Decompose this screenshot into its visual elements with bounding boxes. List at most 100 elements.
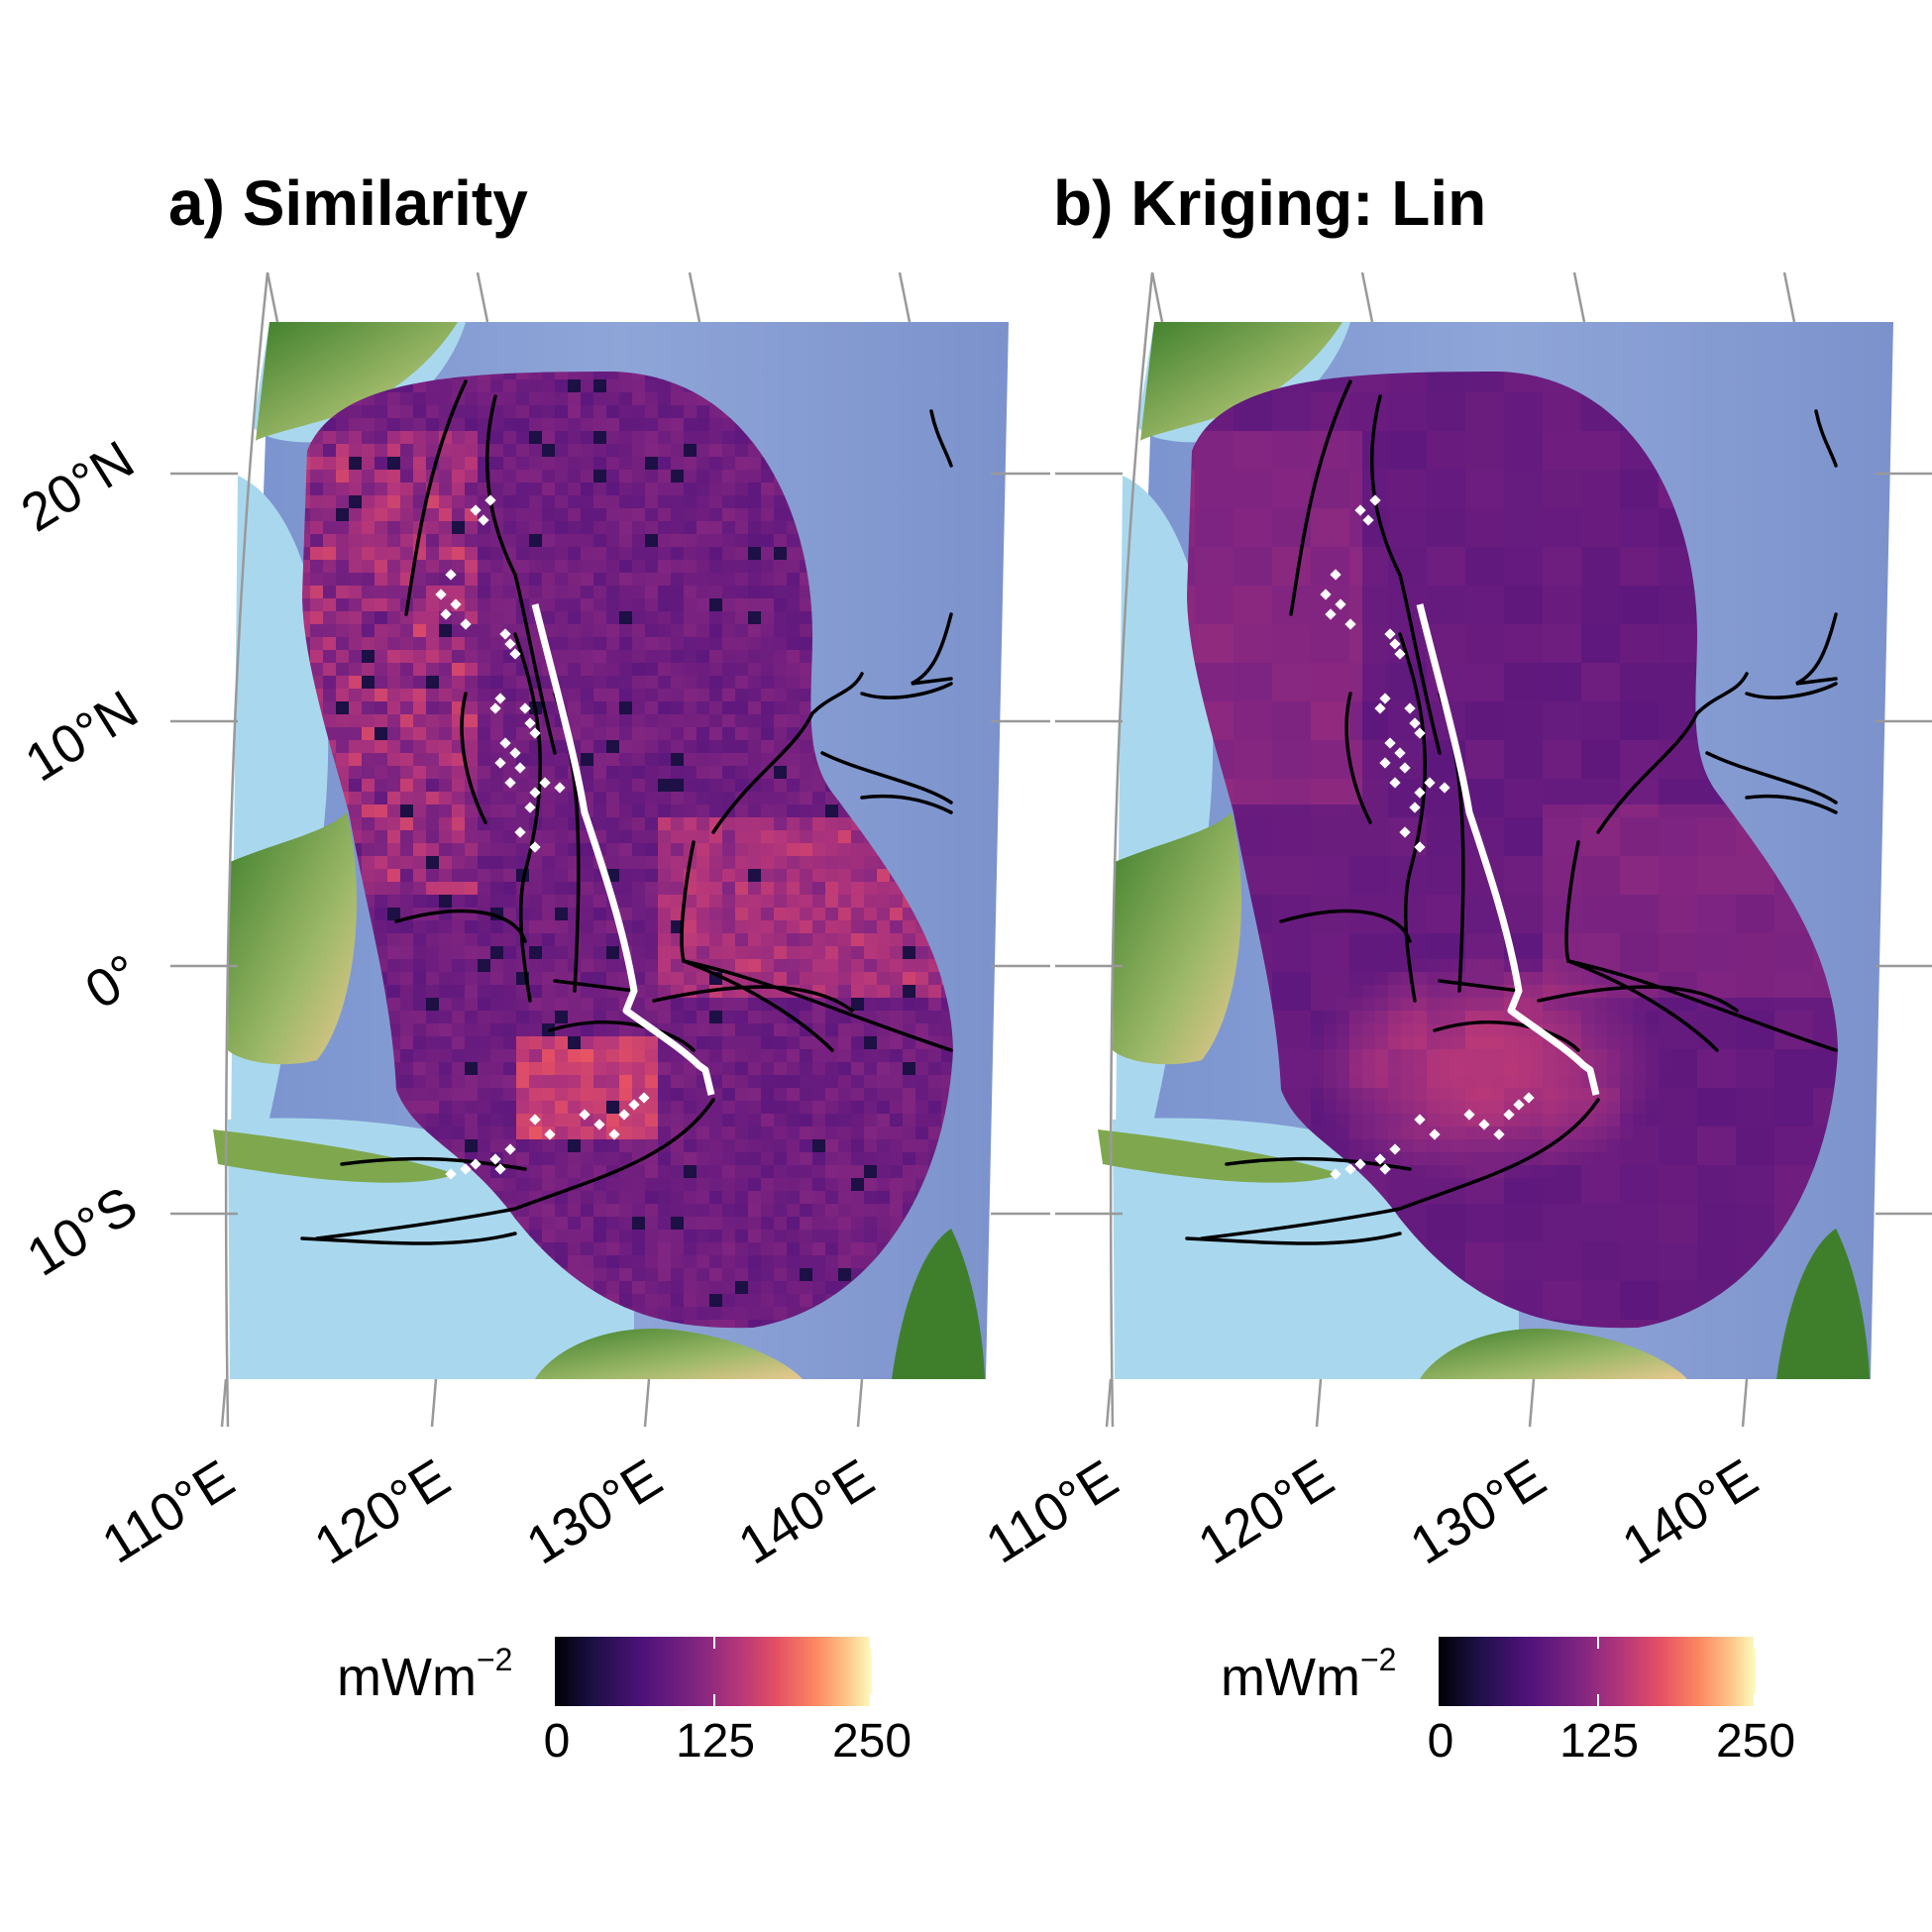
plate-boundary-line [1279, 909, 1412, 943]
legend-tick-250-a: 250 [831, 1715, 912, 1768]
plate-boundary-line [1185, 1232, 1402, 1245]
observation-point [489, 702, 501, 714]
observation-point [539, 777, 551, 789]
graticule-lon-tick [476, 271, 489, 323]
land-borneo [1113, 812, 1241, 1065]
spreading-ridge-line [1416, 603, 1600, 1096]
graticule-lon-tick [1360, 271, 1374, 323]
observation-point [1384, 628, 1396, 640]
observation-point [529, 841, 541, 853]
observation-point [1523, 1092, 1535, 1104]
observation-point [499, 628, 511, 640]
observation-point [1389, 1143, 1401, 1155]
observation-point [638, 1092, 650, 1104]
graticule-left-edge [224, 271, 269, 1428]
observation-point [450, 598, 462, 610]
observation-point [504, 638, 516, 650]
plate-boundary-line [1200, 1098, 1600, 1240]
land-china [1140, 322, 1342, 441]
land-lesser-sunda [1098, 1129, 1341, 1183]
land-new-guinea [892, 1229, 985, 1379]
plate-boundary-line [860, 794, 953, 814]
graticule-lon-tick [1315, 1378, 1323, 1428]
observation-point [1344, 1163, 1356, 1175]
land-borneo [228, 812, 357, 1065]
observation-point [494, 693, 506, 704]
observation-point [509, 648, 521, 660]
observation-point [1320, 589, 1332, 600]
observation-point [608, 1128, 620, 1140]
graticule-left-edge [1109, 271, 1154, 1428]
observation-point [460, 618, 472, 630]
plate-boundary-line [1596, 672, 1749, 834]
observation-point [529, 1114, 541, 1126]
observation-point [494, 757, 506, 769]
observation-point [1374, 1153, 1386, 1165]
graticule-lon-tick [266, 271, 279, 323]
observation-point [435, 589, 447, 600]
observation-point [514, 826, 526, 838]
land-china [256, 322, 458, 441]
observation-point [1374, 702, 1386, 714]
observation-point [579, 1109, 590, 1121]
graticule-lon-tick [1741, 1378, 1749, 1428]
legend-tick-0-b: 0 [1427, 1715, 1454, 1768]
observation-point [1513, 1099, 1525, 1111]
plate-boundary-line [1225, 1156, 1412, 1171]
graticule-lon-tick [1528, 1378, 1536, 1428]
land-lesser-sunda [213, 1129, 456, 1183]
plate-boundary-line [460, 692, 487, 824]
observation-point [1409, 802, 1421, 813]
panel-a-title: a) Similarity [168, 167, 528, 239]
observation-point [489, 1153, 501, 1165]
graticule-lon-tick [1572, 271, 1586, 323]
observation-point [1369, 494, 1381, 506]
observation-point [544, 1128, 556, 1140]
plate-boundary-line [682, 959, 834, 1052]
legend-tick-250-b: 250 [1715, 1715, 1796, 1768]
observation-point [529, 787, 541, 799]
plate-boundary-line [1438, 979, 1521, 993]
observation-point [445, 1168, 457, 1180]
observation-point [1399, 762, 1411, 774]
observation-point [1414, 841, 1426, 853]
plate-boundary-line [1745, 794, 1838, 814]
observation-point [1424, 777, 1436, 789]
observation-point [628, 1099, 640, 1111]
graticule-lon-tick [220, 1378, 228, 1428]
plate-boundary-line [1289, 379, 1352, 616]
observation-point [1414, 1114, 1426, 1126]
land-australia [1420, 1329, 1687, 1379]
observation-point [1439, 782, 1450, 794]
observation-point [470, 504, 482, 516]
panel-b-title: b) Kriging: Lin [1053, 167, 1487, 239]
observation-point [1354, 504, 1366, 516]
observation-point [440, 608, 452, 620]
plate-boundary-line [1705, 751, 1838, 805]
plate-boundary-line [652, 985, 854, 1013]
observation-point [1389, 777, 1401, 789]
observation-point [519, 702, 531, 714]
legend-tick-125-b: 125 [1558, 1715, 1640, 1768]
plate-boundary-line [315, 1098, 715, 1240]
observation-point [445, 569, 457, 581]
plate-boundary-line [340, 1156, 527, 1171]
graticule-lon-tick [898, 271, 912, 323]
plate-boundary-line [484, 394, 557, 755]
legend-tick-0-a: 0 [543, 1715, 571, 1768]
observation-point [1409, 717, 1421, 729]
graticule-lon-tick [1105, 1378, 1113, 1428]
plate-boundary-line [1433, 1020, 1580, 1052]
legend-b: mWm−2 0 125 250 [1221, 1637, 1835, 1795]
observation-point [1335, 598, 1346, 610]
plate-boundary-line [1795, 612, 1838, 686]
plate-boundary-line [1566, 959, 1719, 1052]
legend-tick-125-a: 125 [675, 1715, 756, 1768]
observation-point [478, 514, 489, 526]
plate-boundary-line [1564, 840, 1838, 1052]
observation-point [618, 1109, 630, 1121]
panel-kriging [1055, 271, 1932, 1428]
observation-point [509, 747, 521, 759]
observation-point [470, 1158, 482, 1170]
